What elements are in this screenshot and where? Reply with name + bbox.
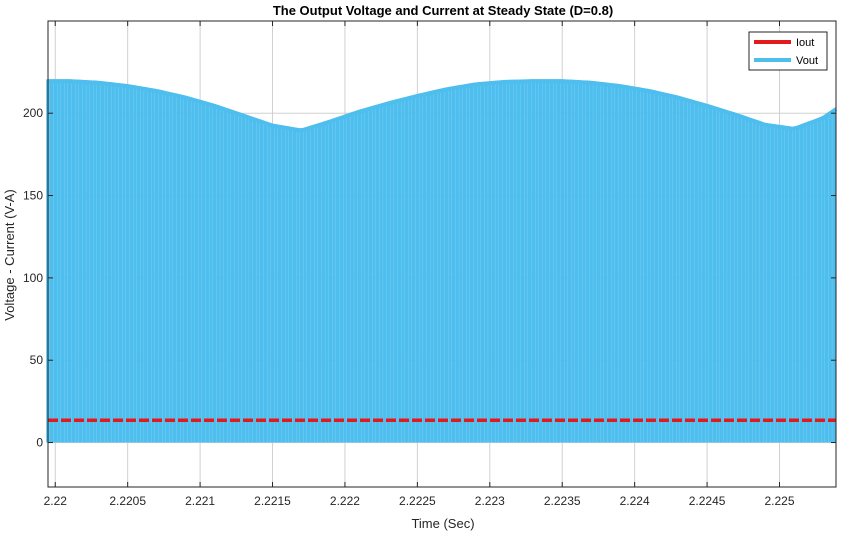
x-tick-label: 2.2245 — [689, 494, 726, 508]
y-axis-label: Voltage - Current (V-A) — [2, 189, 17, 321]
legend-box — [748, 31, 828, 71]
x-tick-label: 2.2225 — [399, 494, 436, 508]
y-tick-label: 150 — [23, 189, 43, 203]
x-tick-label: 2.223 — [475, 494, 505, 508]
legend: Iout Vout — [748, 31, 828, 71]
x-tick-label: 2.221 — [185, 494, 215, 508]
legend-label-vout: Vout — [796, 55, 818, 67]
x-tick-label: 2.2235 — [544, 494, 581, 508]
x-tick-label: 2.22 — [44, 494, 68, 508]
x-tick-label: 2.225 — [764, 494, 794, 508]
x-tick-label: 2.222 — [330, 494, 360, 508]
plot-frame — [47, 20, 837, 488]
ticks-group: 2.22 2.2205 2.221 2.2215 2.222 2.2225 2.223 2.2… — [23, 21, 836, 508]
x-tick-label: 2.2205 — [109, 494, 146, 508]
series-group — [46, 79, 838, 443]
y-tick-label: 200 — [23, 106, 43, 120]
y-tick-label: 50 — [30, 353, 44, 367]
chart-title: The Output Voltage and Current at Steady… — [273, 3, 613, 18]
x-tick-label: 2.224 — [620, 494, 650, 508]
x-axis-label: Time (Sec) — [411, 516, 474, 531]
y-tick-label: 0 — [36, 436, 43, 450]
y-tick-label: 100 — [23, 271, 43, 285]
x-tick-label: 2.2215 — [254, 494, 291, 508]
vout-envelope-line — [48, 79, 838, 133]
legend-label-iout: Iout — [796, 37, 814, 49]
